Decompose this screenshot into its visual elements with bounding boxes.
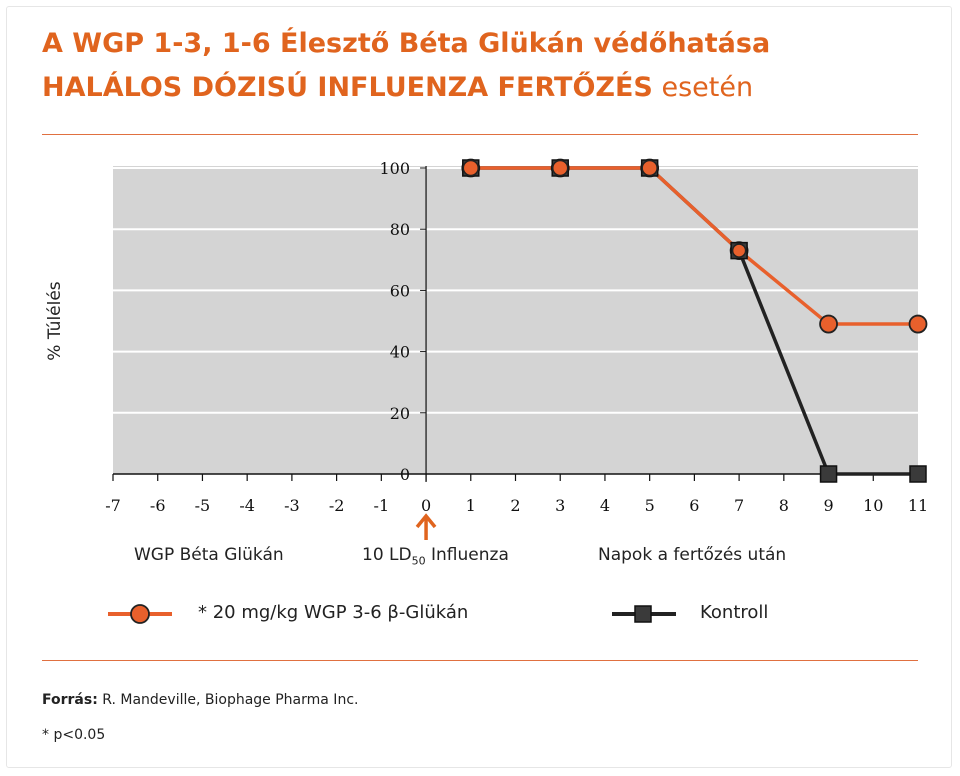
- legend-label-kontroll: Kontroll: [700, 602, 769, 623]
- y-tick-label-0: 0: [400, 465, 410, 484]
- x-tick-label-6: 6: [689, 496, 699, 515]
- point-wgp-overlay-1: [462, 159, 480, 177]
- point-wgp-9: [819, 314, 838, 334]
- sublabel-ld-subscript: 50: [411, 554, 426, 568]
- x-tick-label-9: 9: [823, 496, 833, 515]
- plot-area: [113, 166, 918, 474]
- series-wgp: [470, 166, 918, 326]
- sublabel-wgp: WGP Béta Glükán: [134, 545, 284, 565]
- source-text: R. Mandeville, Biophage Pharma Inc.: [97, 692, 359, 708]
- x-tick-label-8: 8: [779, 496, 789, 515]
- point-kontroll-11: [909, 465, 927, 483]
- y-axis-label: % Túlélés: [45, 281, 65, 360]
- arrow-head: [415, 513, 437, 529]
- point-wgp-overlay-3: [551, 159, 569, 177]
- point-wgp-11: [908, 314, 928, 334]
- sublabel-ld-prefix: 10 LD: [362, 545, 412, 565]
- chart-title-line2-bold: HALÁLOS DÓZISÚ INFLUENZA FERTŐZÉS: [42, 72, 653, 103]
- infection-arrow-icon: [415, 513, 437, 540]
- x-tick-label--6: -6: [150, 496, 166, 515]
- tick-labels: -7 -6 -5 -4 -3 -2 -1 0 1 2 3 4 5 6 7 8 9 10 11 0 20 40 60 80 100: [105, 159, 928, 515]
- x-tick-label--2: -2: [329, 496, 345, 515]
- line-chart: -7 -6 -5 -4 -3 -2 -1 0 1 2 3 4 5 6 7 8 9 10 11 0 20 40 60 80 100…: [45, 158, 928, 540]
- source-label: Forrás:: [42, 692, 98, 708]
- x-tick-label-4: 4: [600, 496, 610, 515]
- point-wgp-overlay-5: [641, 159, 658, 177]
- y-tick-label-60: 60: [390, 281, 410, 300]
- significance-note: * p<0.05: [42, 727, 106, 743]
- x-tick-label-0: 0: [421, 496, 431, 515]
- x-tick-label-7: 7: [734, 496, 744, 515]
- top-divider: [42, 134, 918, 135]
- x-tick-label--7: -7: [105, 496, 121, 515]
- sublabel-days: Napok a fertőzés után: [598, 545, 787, 565]
- source-line: Forrás: R. Mandeville, Biophage Pharma I…: [42, 692, 358, 708]
- x-tick-label-2: 2: [510, 496, 520, 515]
- y-tick-label-100: 100: [380, 159, 411, 178]
- series-group: [461, 158, 928, 483]
- x-tick-label--5: -5: [195, 496, 211, 515]
- bottom-divider: [42, 660, 918, 661]
- y-tick-label-40: 40: [390, 343, 410, 362]
- chart-title-line2-rest: esetén: [652, 72, 754, 103]
- x-tick-label-1: 1: [466, 496, 476, 515]
- x-tick-label-11: 11: [908, 496, 928, 515]
- x-tick-label--1: -1: [374, 496, 390, 515]
- x-tick-label--3: -3: [284, 496, 300, 515]
- chart-title-line1: A WGP 1-3, 1-6 Élesztő Béta Glükán védőh…: [42, 28, 771, 59]
- sublabel-influenza-suffix: Influenza: [425, 545, 509, 565]
- x-tick-label-10: 10: [863, 496, 883, 515]
- x-tick-label-5: 5: [645, 496, 655, 515]
- point-wgp-overlay-7: [731, 243, 747, 258]
- series-line-0: [470, 166, 918, 326]
- chart-title-line2: HALÁLOS DÓZISÚ INFLUENZA FERTŐZÉS esetén: [42, 72, 753, 103]
- sublabel-influenza: 10 LD50 Influenza: [362, 545, 509, 567]
- y-tick-label-20: 20: [390, 404, 410, 423]
- legend-label-wgp: * 20 mg/kg WGP 3-6 β-Glükán: [198, 602, 469, 623]
- y-tick-label-80: 80: [390, 220, 410, 239]
- x-tick-label--4: -4: [239, 496, 255, 515]
- x-tick-label-3: 3: [555, 496, 565, 515]
- card-frame: [6, 6, 952, 768]
- point-kontroll-9: [819, 465, 838, 483]
